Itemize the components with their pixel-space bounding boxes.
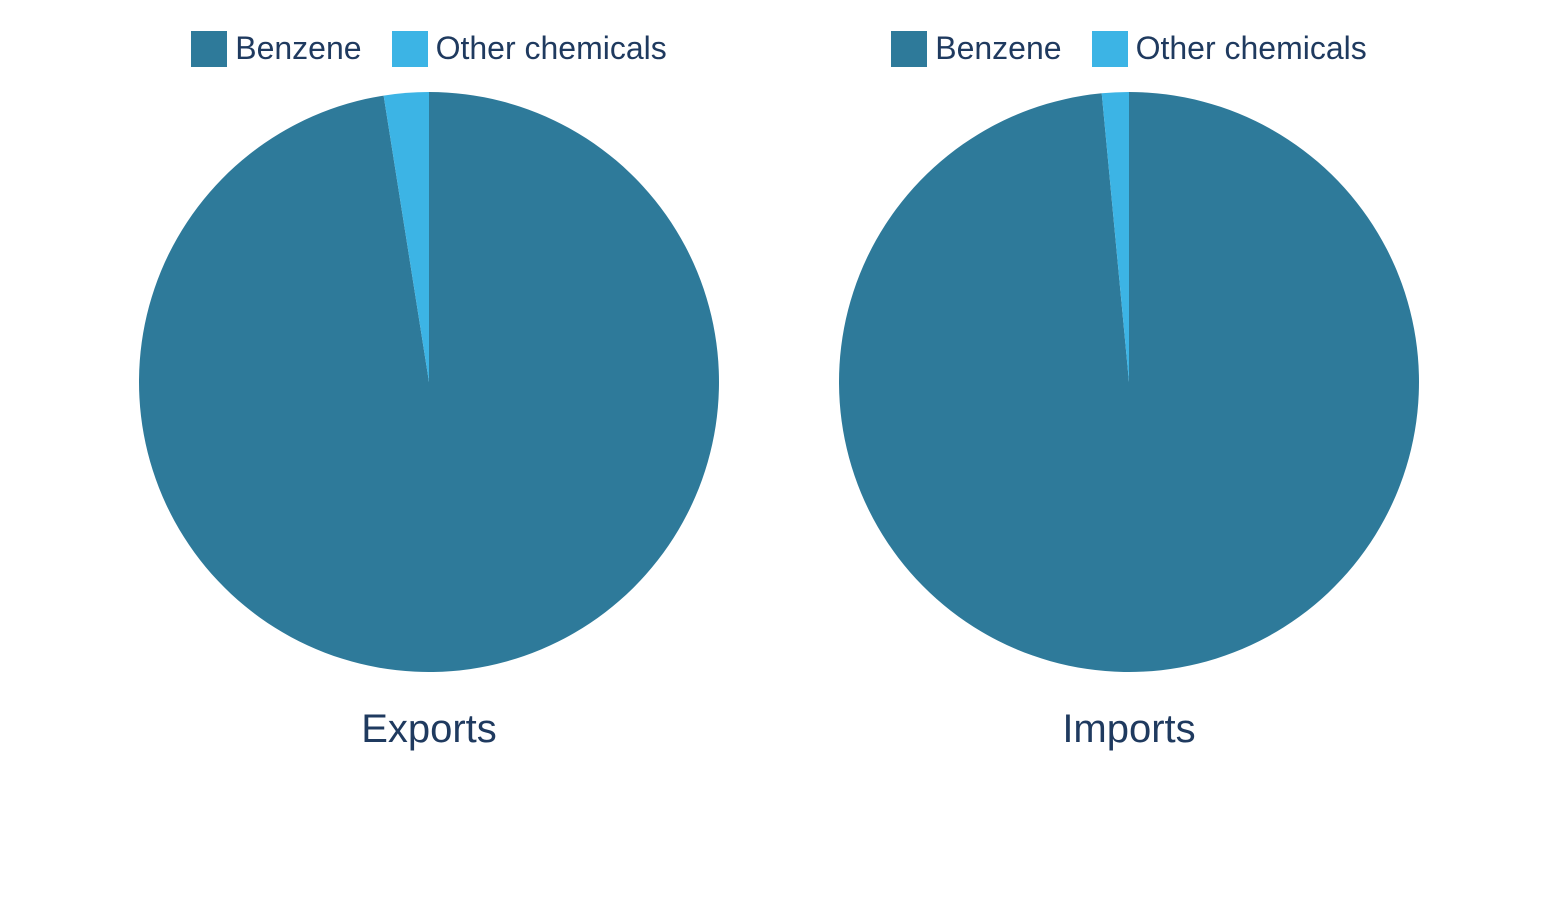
pie-chart-exports [139,92,719,672]
legend-imports: Benzene Other chemicals [891,30,1367,67]
chart-exports: Benzene Other chemicals Exports [139,30,719,752]
legend-item-benzene: Benzene [891,30,1061,67]
legend-item-benzene: Benzene [191,30,361,67]
legend-item-other: Other chemicals [392,30,667,67]
legend-swatch [392,31,428,67]
legend-item-other: Other chemicals [1092,30,1367,67]
chart-imports: Benzene Other chemicals Imports [839,30,1419,752]
charts-container: Benzene Other chemicals Exports Benzene … [139,30,1419,752]
chart-title: Exports [361,707,497,752]
legend-swatch [191,31,227,67]
legend-label: Benzene [935,30,1061,67]
legend-label: Other chemicals [436,30,667,67]
legend-label: Benzene [235,30,361,67]
legend-swatch [891,31,927,67]
legend-exports: Benzene Other chemicals [191,30,667,67]
legend-swatch [1092,31,1128,67]
chart-title: Imports [1062,707,1195,752]
pie-chart-imports [839,92,1419,672]
legend-label: Other chemicals [1136,30,1367,67]
